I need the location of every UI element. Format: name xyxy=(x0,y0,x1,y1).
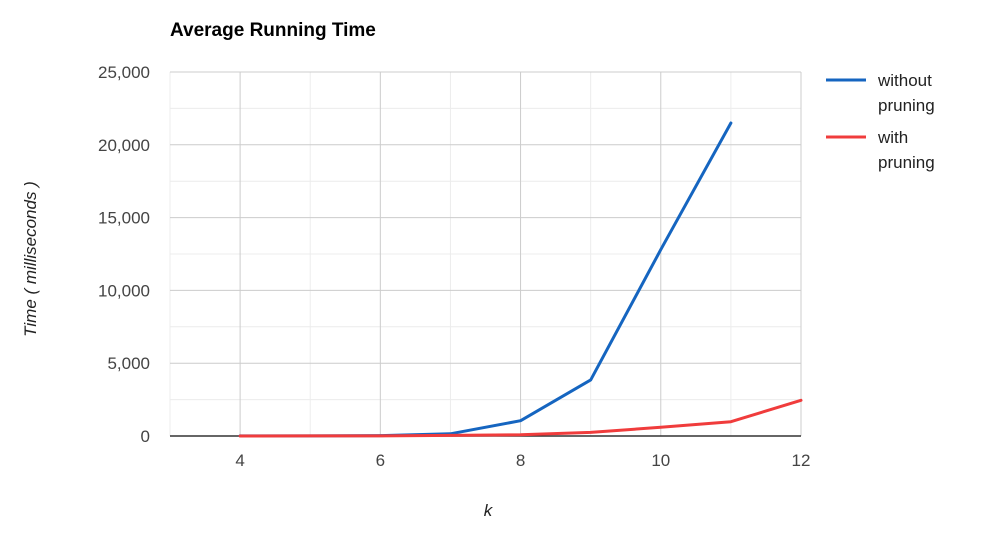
x-tick-label: 10 xyxy=(651,451,670,470)
minor-gridlines xyxy=(169,72,801,436)
legend-label: with pruning xyxy=(877,128,935,172)
major-gridlines xyxy=(170,71,802,436)
y-axis-label: Time ( milliseconds ) xyxy=(21,181,40,337)
x-tick-label: 4 xyxy=(235,451,244,470)
y-tick-label: 25,000 xyxy=(98,63,150,82)
y-tick-label: 5,000 xyxy=(107,354,150,373)
x-axis-label: k xyxy=(484,501,494,520)
x-tick-label: 6 xyxy=(376,451,385,470)
x-tick-label: 8 xyxy=(516,451,525,470)
y-tick-label: 0 xyxy=(141,427,150,446)
x-tick-label: 12 xyxy=(792,451,811,470)
legend: without pruning with pruning xyxy=(826,71,935,172)
y-tick-label: 10,000 xyxy=(98,281,150,300)
y-axis-ticks: 0 5,000 10,000 15,000 20,000 25,000 xyxy=(98,63,150,446)
legend-label: without pruning xyxy=(877,71,935,115)
series-line-without-pruning xyxy=(238,121,733,438)
y-tick-label: 20,000 xyxy=(98,136,150,155)
series-line-with-pruning xyxy=(238,398,803,438)
chart-title: Average Running Time xyxy=(170,20,376,41)
x-axis-ticks: 4 6 8 10 12 xyxy=(235,451,810,470)
series-lines xyxy=(238,121,803,438)
y-tick-label: 15,000 xyxy=(98,209,150,228)
